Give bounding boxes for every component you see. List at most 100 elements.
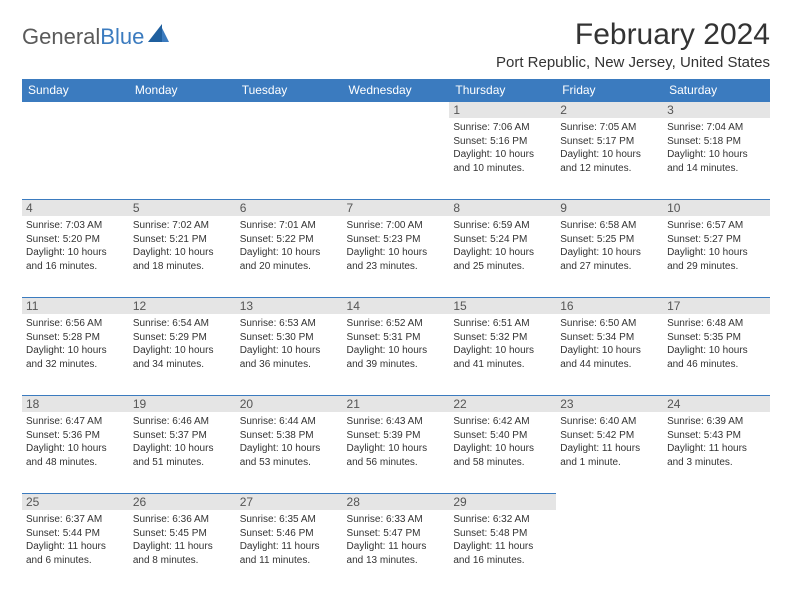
day-cell xyxy=(236,102,343,190)
day-cell: 20 Sunrise: 6:44 AMSunset: 5:38 PMDayligh… xyxy=(236,396,343,484)
day-info: Sunrise: 6:59 AMSunset: 5:24 PMDaylight:… xyxy=(453,219,552,273)
day-cell xyxy=(343,102,450,190)
day-number: 19 xyxy=(129,396,236,412)
day-number: 12 xyxy=(129,298,236,314)
day-info: Sunrise: 6:58 AMSunset: 5:25 PMDaylight:… xyxy=(560,219,659,273)
day-info: Sunrise: 6:33 AMSunset: 5:47 PMDaylight:… xyxy=(347,513,446,567)
day-cell: 10 Sunrise: 6:57 AMSunset: 5:27 PMDayligh… xyxy=(663,200,770,288)
day-info: Sunrise: 6:53 AMSunset: 5:30 PMDaylight:… xyxy=(240,317,339,371)
day-info: Sunrise: 6:32 AMSunset: 5:48 PMDaylight:… xyxy=(453,513,552,567)
day-cell: 26 Sunrise: 6:36 AMSunset: 5:45 PMDayligh… xyxy=(129,494,236,582)
weekday-header: Saturday xyxy=(663,79,770,102)
weekday-header: Tuesday xyxy=(236,79,343,102)
day-cell: 28Sunrise: 6:33 AMSunset: 5:47 PMDayligh… xyxy=(343,494,450,582)
day-info: Sunrise: 6:39 AMSunset: 5:43 PMDaylight:… xyxy=(667,415,766,469)
day-info: Sunrise: 6:43 AMSunset: 5:39 PMDaylight:… xyxy=(347,415,446,469)
day-number: 3 xyxy=(663,102,770,118)
day-cell: 27 Sunrise: 6:35 AMSunset: 5:46 PMDayligh… xyxy=(236,494,343,582)
day-number: 10 xyxy=(663,200,770,216)
day-number: 20 xyxy=(236,396,343,412)
day-info: Sunrise: 6:40 AMSunset: 5:42 PMDaylight:… xyxy=(560,415,659,469)
day-info: Sunrise: 6:46 AMSunset: 5:37 PMDaylight:… xyxy=(133,415,232,469)
weekday-header-row: Sunday Monday Tuesday Wednesday Thursday… xyxy=(22,79,770,102)
day-info: Sunrise: 6:50 AMSunset: 5:34 PMDaylight:… xyxy=(560,317,659,371)
logo-text-general: General xyxy=(22,24,100,50)
day-cell: 25 Sunrise: 6:37 AMSunset: 5:44 PMDayligh… xyxy=(22,494,129,582)
day-cell: 19 Sunrise: 6:46 AMSunset: 5:37 PMDayligh… xyxy=(129,396,236,484)
day-info: Sunrise: 7:01 AMSunset: 5:22 PMDaylight:… xyxy=(240,219,339,273)
day-cell xyxy=(22,102,129,190)
day-number: 1 xyxy=(449,102,556,118)
day-cell: 17Sunrise: 6:48 AMSunset: 5:35 PMDayligh… xyxy=(663,298,770,386)
day-info: Sunrise: 6:52 AMSunset: 5:31 PMDaylight:… xyxy=(347,317,446,371)
day-info: Sunrise: 6:57 AMSunset: 5:27 PMDaylight:… xyxy=(667,219,766,273)
day-number: 5 xyxy=(129,200,236,216)
week-row: 18 Sunrise: 6:47 AMSunset: 5:36 PMDayligh… xyxy=(22,396,770,484)
day-cell xyxy=(556,494,663,582)
day-cell: 23Sunrise: 6:40 AMSunset: 5:42 PMDayligh… xyxy=(556,396,663,484)
week-gap xyxy=(22,484,770,494)
day-cell: 7Sunrise: 7:00 AMSunset: 5:23 PMDaylight… xyxy=(343,200,450,288)
day-cell: 12 Sunrise: 6:54 AMSunset: 5:29 PMDayligh… xyxy=(129,298,236,386)
day-number: 13 xyxy=(236,298,343,314)
day-info: Sunrise: 6:54 AMSunset: 5:29 PMDaylight:… xyxy=(133,317,232,371)
day-info: Sunrise: 6:37 AMSunset: 5:44 PMDaylight:… xyxy=(26,513,125,567)
weekday-header: Friday xyxy=(556,79,663,102)
day-cell xyxy=(663,494,770,582)
calendar-table: Sunday Monday Tuesday Wednesday Thursday… xyxy=(22,79,770,582)
day-number: 15 xyxy=(449,298,556,314)
week-gap xyxy=(22,288,770,298)
day-cell: 3 Sunrise: 7:04 AMSunset: 5:18 PMDaylight… xyxy=(663,102,770,190)
day-number: 14 xyxy=(343,298,450,314)
day-number: 24 xyxy=(663,396,770,412)
day-cell: 22 Sunrise: 6:42 AMSunset: 5:40 PMDayligh… xyxy=(449,396,556,484)
logo: GeneralBlue xyxy=(22,18,170,50)
day-cell: 5Sunrise: 7:02 AMSunset: 5:21 PMDaylight… xyxy=(129,200,236,288)
day-info: Sunrise: 7:05 AMSunset: 5:17 PMDaylight:… xyxy=(560,121,659,175)
day-number: 9 xyxy=(556,200,663,216)
day-number: 11 xyxy=(22,298,129,314)
day-number: 18 xyxy=(22,396,129,412)
weekday-header: Sunday xyxy=(22,79,129,102)
month-title: February 2024 xyxy=(496,18,770,52)
day-cell: 24 Sunrise: 6:39 AMSunset: 5:43 PMDayligh… xyxy=(663,396,770,484)
day-number: 27 xyxy=(236,494,343,510)
week-row: 11Sunrise: 6:56 AMSunset: 5:28 PMDayligh… xyxy=(22,298,770,386)
weekday-header: Thursday xyxy=(449,79,556,102)
day-number: 22 xyxy=(449,396,556,412)
day-info: Sunrise: 6:35 AMSunset: 5:46 PMDaylight:… xyxy=(240,513,339,567)
day-info: Sunrise: 6:36 AMSunset: 5:45 PMDaylight:… xyxy=(133,513,232,567)
calendar-body: 1 Sunrise: 7:06 AMSunset: 5:16 PMDaylight… xyxy=(22,102,770,582)
day-number: 2 xyxy=(556,102,663,118)
day-info: Sunrise: 7:04 AMSunset: 5:18 PMDaylight:… xyxy=(667,121,766,175)
day-cell: 29Sunrise: 6:32 AMSunset: 5:48 PMDayligh… xyxy=(449,494,556,582)
day-number: 26 xyxy=(129,494,236,510)
day-info: Sunrise: 6:51 AMSunset: 5:32 PMDaylight:… xyxy=(453,317,552,371)
week-gap xyxy=(22,386,770,396)
day-cell: 1 Sunrise: 7:06 AMSunset: 5:16 PMDaylight… xyxy=(449,102,556,190)
day-info: Sunrise: 6:47 AMSunset: 5:36 PMDaylight:… xyxy=(26,415,125,469)
day-number: 25 xyxy=(22,494,129,510)
header: GeneralBlue February 2024 Port Republic,… xyxy=(22,18,770,71)
weekday-header: Wednesday xyxy=(343,79,450,102)
day-info: Sunrise: 6:42 AMSunset: 5:40 PMDaylight:… xyxy=(453,415,552,469)
logo-text-blue: Blue xyxy=(100,24,144,50)
day-cell: 4 Sunrise: 7:03 AMSunset: 5:20 PMDaylight… xyxy=(22,200,129,288)
day-cell: 6Sunrise: 7:01 AMSunset: 5:22 PMDaylight… xyxy=(236,200,343,288)
day-info: Sunrise: 7:00 AMSunset: 5:23 PMDaylight:… xyxy=(347,219,446,273)
day-number: 4 xyxy=(22,200,129,216)
title-block: February 2024 Port Republic, New Jersey,… xyxy=(496,18,770,71)
day-info: Sunrise: 7:06 AMSunset: 5:16 PMDaylight:… xyxy=(453,121,552,175)
day-cell: 15 Sunrise: 6:51 AMSunset: 5:32 PMDayligh… xyxy=(449,298,556,386)
day-info: Sunrise: 7:03 AMSunset: 5:20 PMDaylight:… xyxy=(26,219,125,273)
day-info: Sunrise: 6:44 AMSunset: 5:38 PMDaylight:… xyxy=(240,415,339,469)
location: Port Republic, New Jersey, United States xyxy=(496,54,770,71)
day-cell: 2 Sunrise: 7:05 AMSunset: 5:17 PMDaylight… xyxy=(556,102,663,190)
day-cell: 18 Sunrise: 6:47 AMSunset: 5:36 PMDayligh… xyxy=(22,396,129,484)
weekday-header: Monday xyxy=(129,79,236,102)
day-cell xyxy=(129,102,236,190)
day-cell: 9 Sunrise: 6:58 AMSunset: 5:25 PMDaylight… xyxy=(556,200,663,288)
day-cell: 11Sunrise: 6:56 AMSunset: 5:28 PMDayligh… xyxy=(22,298,129,386)
day-cell: 13 Sunrise: 6:53 AMSunset: 5:30 PMDayligh… xyxy=(236,298,343,386)
day-number: 16 xyxy=(556,298,663,314)
